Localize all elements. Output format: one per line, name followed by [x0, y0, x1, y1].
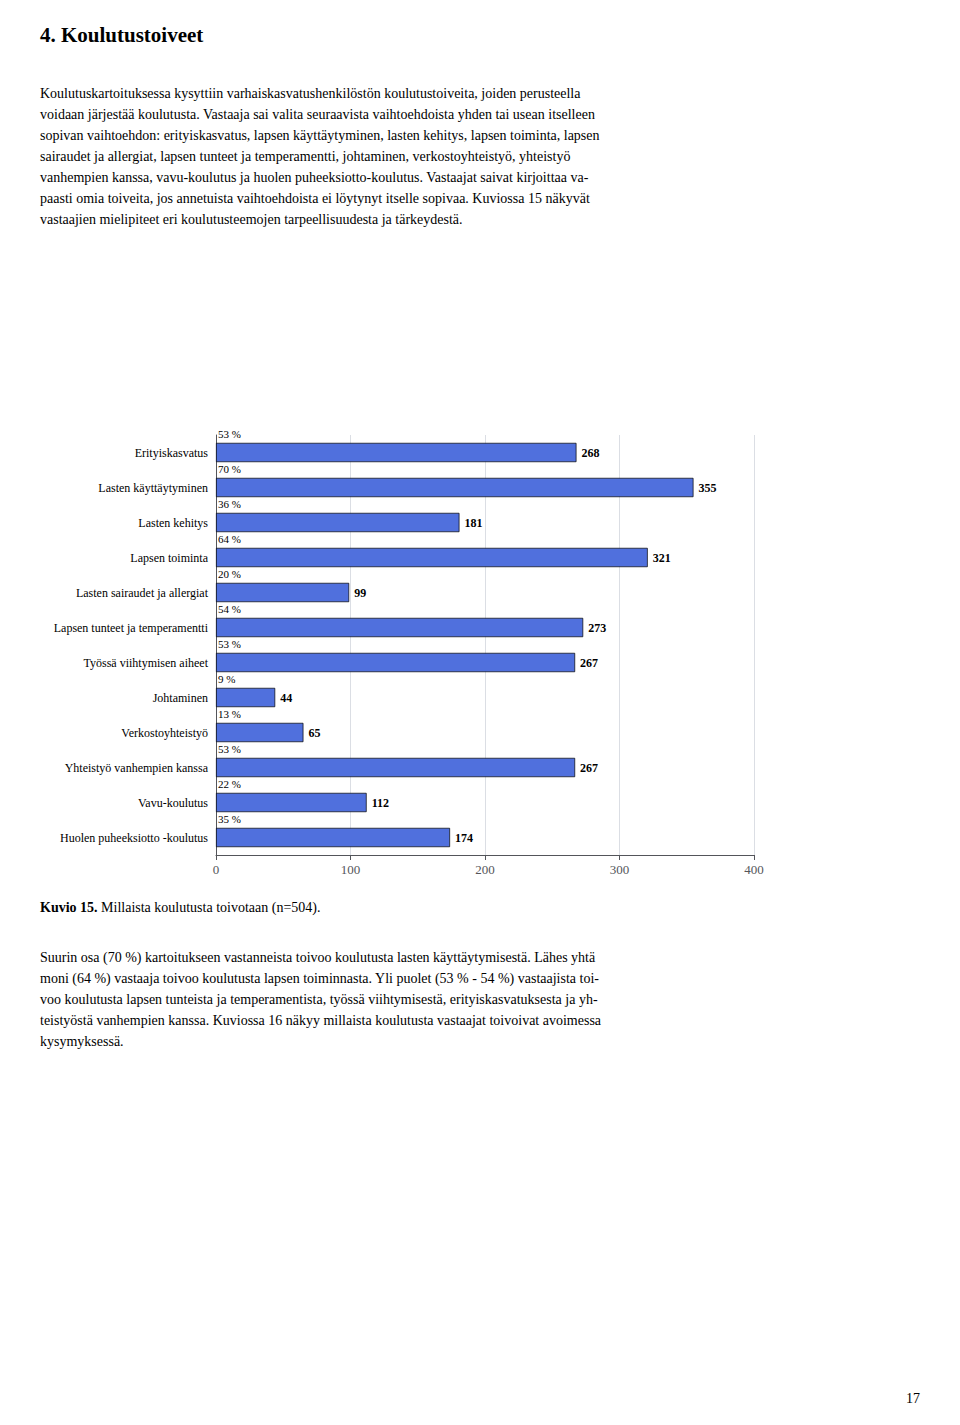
svg-text:sopivan vaihtoehdon: erityiska: sopivan vaihtoehdon: erityiskasvatus, la… [40, 128, 600, 143]
svg-text:Työssä viihtymisen aiheet: Työssä viihtymisen aiheet [84, 656, 209, 670]
svg-text:Koulutuskartoituksessa kysytti: Koulutuskartoituksessa kysyttiin varhais… [40, 86, 581, 101]
svg-text:Yhteistyö vanhempien kanssa: Yhteistyö vanhempien kanssa [65, 761, 209, 775]
svg-text:35 %: 35 % [218, 813, 241, 825]
svg-text:99: 99 [354, 586, 366, 600]
svg-text:vastaajien mielipiteet eri kou: vastaajien mielipiteet eri koulutusteemo… [40, 212, 463, 227]
svg-text:53 %: 53 % [218, 428, 241, 440]
svg-text:Lasten käyttäytyminen: Lasten käyttäytyminen [98, 481, 208, 495]
svg-text:vanhempien kanssa, vavu-koulut: vanhempien kanssa, vavu-koulutus ja huol… [40, 170, 589, 185]
svg-text:36 %: 36 % [218, 498, 241, 510]
svg-text:voidaan järjestää koulutusta.: voidaan järjestää koulutusta. Vastaaja s… [40, 107, 595, 122]
svg-text:321: 321 [653, 551, 671, 565]
svg-text:Johtaminen: Johtaminen [153, 691, 208, 705]
svg-text:267: 267 [580, 656, 598, 670]
svg-text:Erityiskasvatus: Erityiskasvatus [135, 446, 209, 460]
svg-text:Kuvio 15.: Kuvio 15. [40, 900, 98, 915]
svg-text:174: 174 [455, 831, 473, 845]
svg-text:268: 268 [581, 446, 599, 460]
svg-text:moni (64 %) vastaaja toivoo ko: moni (64 %) vastaaja toivoo koulutusta l… [40, 971, 599, 987]
svg-text:Lasten sairaudet ja allergiat: Lasten sairaudet ja allergiat [76, 586, 209, 600]
svg-text:Millaista koulutusta toivotaan: Millaista koulutusta toivotaan (n=504). [101, 900, 320, 916]
svg-text:64 %: 64 % [218, 533, 241, 545]
svg-text:300: 300 [610, 862, 630, 877]
svg-text:Lapsen toiminta: Lapsen toiminta [130, 551, 208, 565]
svg-text:teistyöstä vanhempien kanssa.: teistyöstä vanhempien kanssa. Kuviossa 1… [40, 1013, 602, 1028]
svg-text:voo koulutusta lapsen tunteist: voo koulutusta lapsen tunteista ja tempe… [40, 992, 598, 1007]
svg-text:112: 112 [372, 796, 389, 810]
svg-text:Huolen puheeksiotto -koulutus: Huolen puheeksiotto -koulutus [60, 831, 208, 845]
svg-text:44: 44 [280, 691, 292, 705]
svg-text:65: 65 [308, 726, 320, 740]
svg-text:181: 181 [464, 516, 482, 530]
svg-text:4. Koulutustoiveet: 4. Koulutustoiveet [40, 23, 203, 47]
svg-text:Verkostoyhteistyö: Verkostoyhteistyö [121, 726, 208, 740]
svg-text:17: 17 [906, 1391, 920, 1406]
svg-text:273: 273 [588, 621, 606, 635]
svg-text:Lasten kehitys: Lasten kehitys [138, 516, 208, 530]
svg-text:Vavu-koulutus: Vavu-koulutus [138, 796, 208, 810]
svg-text:355: 355 [698, 481, 716, 495]
svg-text:paasti omia toiveita, jos anne: paasti omia toiveita, jos annetuista vai… [40, 191, 590, 206]
svg-text:267: 267 [580, 761, 598, 775]
svg-text:400: 400 [744, 862, 764, 877]
svg-text:200: 200 [475, 862, 495, 877]
svg-text:20 %: 20 % [218, 568, 241, 580]
svg-text:Suurin osa (70 %) kartoituksee: Suurin osa (70 %) kartoitukseen vastanne… [40, 950, 596, 966]
svg-text:100: 100 [341, 862, 361, 877]
svg-text:Lapsen tunteet ja temperamentt: Lapsen tunteet ja temperamentti [54, 621, 209, 635]
svg-text:kysymyksessä.: kysymyksessä. [40, 1034, 124, 1049]
svg-text:13 %: 13 % [218, 708, 241, 720]
svg-text:22 %: 22 % [218, 778, 241, 790]
svg-text:70 %: 70 % [218, 463, 241, 475]
svg-text:53 %: 53 % [218, 638, 241, 650]
svg-text:54 %: 54 % [218, 603, 241, 615]
svg-text:53 %: 53 % [218, 743, 241, 755]
svg-text:0: 0 [213, 862, 220, 877]
svg-text:sairaudet ja allergiat, lapsen: sairaudet ja allergiat, lapsen tunteet j… [40, 149, 570, 164]
svg-text:9 %: 9 % [218, 673, 235, 685]
